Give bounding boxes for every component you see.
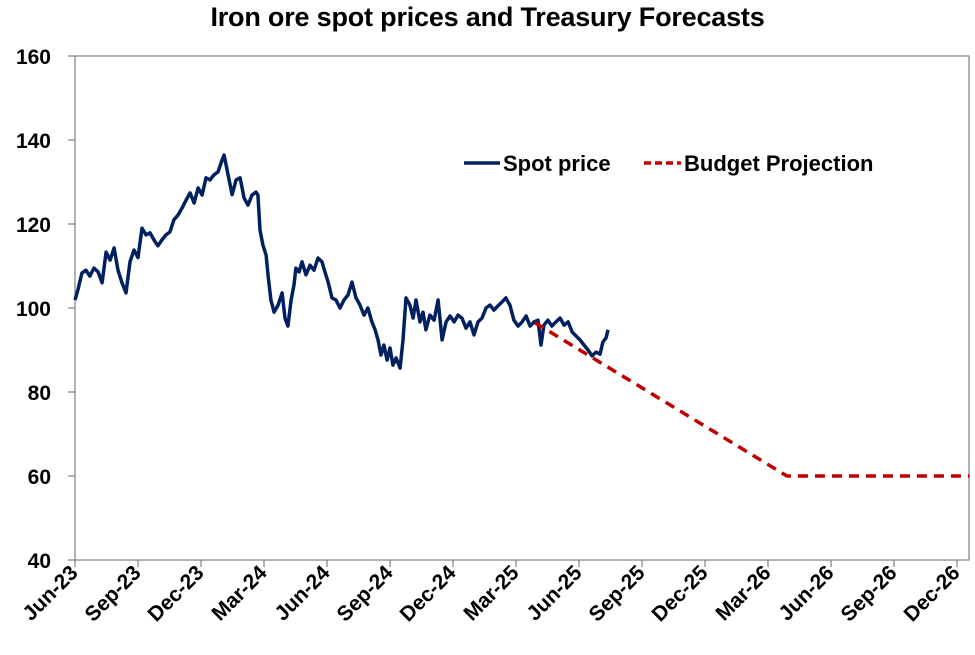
y-tick-label: 140 — [16, 130, 51, 153]
x-tick-label: Mar-24 — [207, 561, 271, 625]
y-tick-label: 160 — [16, 46, 51, 69]
legend-label-budget-projection: Budget Projection — [684, 151, 873, 176]
x-tick-label: Sep-25 — [585, 561, 650, 626]
series-line-spot-price — [73, 153, 610, 370]
y-tick-label: 120 — [16, 214, 51, 237]
plot-area-frame — [74, 55, 970, 561]
y-tick-label: 100 — [16, 298, 51, 321]
x-tick-label: Jun-26 — [774, 561, 838, 625]
x-tick-label: Jun-25 — [522, 561, 586, 625]
x-tick-label: Dec-23 — [144, 561, 209, 626]
legend-label-spot-price: Spot price — [503, 151, 611, 176]
x-tick-label: Sep-23 — [81, 561, 146, 626]
x-tick-label: Dec-26 — [900, 561, 965, 626]
y-tick-label: 80 — [28, 382, 51, 405]
x-tick-label: Sep-26 — [837, 561, 902, 626]
y-tick-label: 60 — [28, 466, 51, 489]
y-tick-label: 40 — [28, 550, 51, 573]
x-axis: Jun-23Sep-23Dec-23Mar-24Jun-24Sep-24Dec-… — [18, 560, 965, 626]
legend: Spot price Budget Projection — [464, 151, 873, 176]
x-tick-label: Dec-24 — [396, 561, 461, 626]
series-layer — [73, 153, 970, 478]
y-axis: 40 60 80 100 120 140 160 — [16, 46, 75, 573]
x-tick-label: Jun-24 — [270, 561, 334, 625]
x-tick-label: Dec-25 — [648, 561, 713, 626]
chart-title: Iron ore spot prices and Treasury Foreca… — [210, 2, 765, 32]
series-line-budget-projection — [533, 321, 970, 478]
x-tick-label: Mar-26 — [711, 561, 775, 625]
x-tick-label: Mar-25 — [459, 561, 523, 625]
x-tick-label: Sep-24 — [333, 561, 398, 626]
